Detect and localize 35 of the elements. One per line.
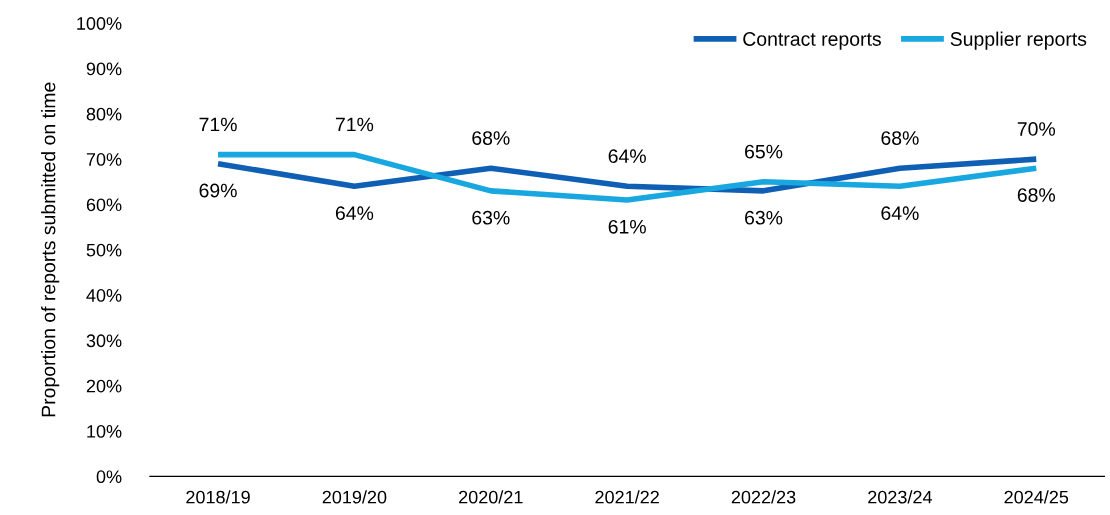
x-tick-label: 2018/19: [186, 490, 250, 504]
x-tick-label: 2021/22: [595, 490, 659, 504]
data-label: 68%: [1017, 188, 1056, 202]
data-label: 61%: [608, 219, 646, 234]
data-label: 68%: [881, 131, 919, 145]
y-tick-label: 40%: [86, 289, 122, 302]
x-tick-label: 2019/20: [322, 490, 387, 504]
data-label: 70%: [1017, 122, 1056, 136]
data-label: 64%: [335, 206, 374, 221]
y-tick-label: 0%: [96, 470, 122, 484]
x-tick-label: 2024/25: [1004, 490, 1069, 504]
data-label: 63%: [745, 210, 783, 225]
y-axis-title: Proportion of reports submitted on time: [41, 82, 60, 417]
data-label: 64%: [881, 206, 919, 221]
data-label: 63%: [472, 210, 510, 225]
y-tick-label: 30%: [86, 334, 122, 348]
data-label: 71%: [335, 117, 374, 132]
data-label: 64%: [608, 149, 646, 164]
data-label: 68%: [472, 131, 510, 145]
y-tick-label: 80%: [86, 107, 122, 121]
x-tick-label: 2022/23: [731, 490, 796, 504]
y-tick-label: 90%: [86, 62, 122, 76]
y-tick-label: 70%: [86, 153, 122, 166]
x-tick-label: 2023/24: [868, 490, 932, 504]
legend-label: Contract reports: [743, 32, 881, 50]
y-tick-label: 100%: [77, 17, 122, 30]
data-label: 71%: [199, 117, 237, 132]
y-tick-label: 20%: [86, 379, 122, 393]
y-tick-label: 10%: [87, 424, 122, 438]
y-tick-label: 50%: [86, 243, 122, 257]
data-label: 69%: [199, 183, 237, 198]
data-label: 65%: [745, 144, 783, 159]
y-tick-label: 60%: [86, 198, 122, 212]
x-tick-label: 2020/21: [459, 490, 523, 504]
legend-label: Supplier reports: [950, 31, 1087, 50]
